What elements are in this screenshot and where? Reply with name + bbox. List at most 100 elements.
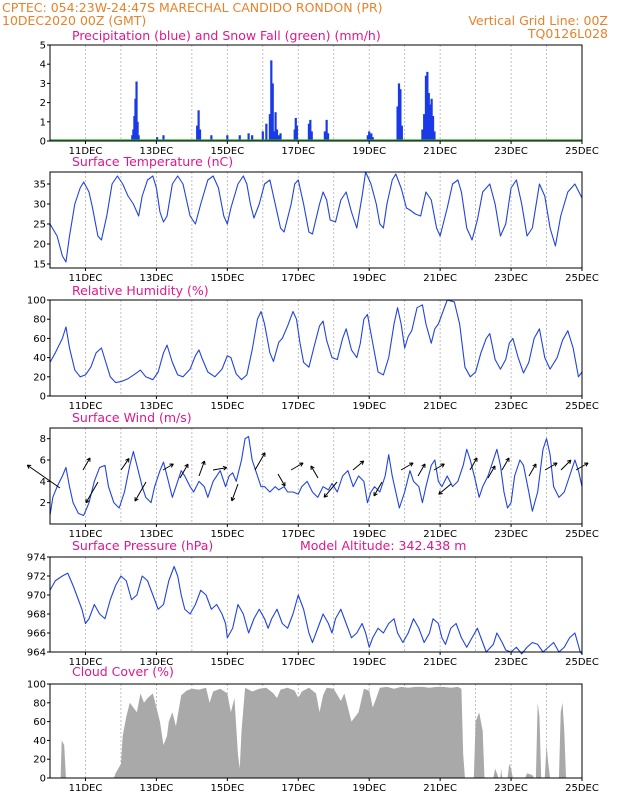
precip-ytick-label: 4 bbox=[40, 60, 46, 71]
cloud-xtick-label: 13DEC bbox=[140, 783, 174, 794]
rh-xtick-label: 23DEC bbox=[494, 401, 528, 412]
wind-direction-arrow bbox=[212, 465, 228, 471]
pres-xtick-label: 19DEC bbox=[352, 657, 386, 668]
pres-ytick-label: 972 bbox=[27, 572, 46, 583]
precip-xtick-label: 17DEC bbox=[281, 146, 315, 157]
pres-xtick-label: 17DEC bbox=[281, 657, 315, 668]
precipitation-bar bbox=[277, 135, 280, 141]
precipitation-bar bbox=[426, 71, 429, 141]
precipitation-bar bbox=[430, 98, 433, 141]
wind-direction-arrow bbox=[417, 463, 426, 477]
precipitation-bar bbox=[295, 125, 298, 141]
pres-xtick-label: 11DEC bbox=[69, 657, 103, 668]
wind-ytick-label: 4 bbox=[40, 477, 46, 488]
rh-ytick-label: 20 bbox=[33, 372, 46, 383]
rh-ytick-label: 40 bbox=[33, 353, 46, 364]
cloud-xtick-label: 11DEC bbox=[69, 783, 103, 794]
cloud-ytick-label: 60 bbox=[33, 717, 46, 728]
wind-direction-arrow bbox=[501, 457, 510, 471]
temp-xtick-label: 13DEC bbox=[140, 273, 174, 284]
wind-direction-arrow bbox=[310, 465, 319, 479]
precip-xtick-label: 25DEC bbox=[565, 146, 599, 157]
precipitation-bar bbox=[279, 133, 282, 141]
precip-ytick-label: 5 bbox=[40, 41, 46, 52]
wind-direction-arrow bbox=[230, 483, 239, 502]
cloud-xtick-label: 15DEC bbox=[210, 783, 244, 794]
precipitation-bar bbox=[137, 135, 140, 141]
rh-xtick-label: 21DEC bbox=[423, 401, 457, 412]
wind-panel: Surface Wind (m/s) 2 4 6 8 11DEC 13DEC 15DEC 17… bbox=[26, 410, 599, 540]
rh-plot-frame bbox=[49, 299, 583, 397]
wind-direction-arrow bbox=[323, 481, 338, 498]
temp-xtick-label: 25DEC bbox=[565, 273, 599, 284]
wind-xtick-label: 19DEC bbox=[352, 529, 386, 540]
wind-direction-arrow bbox=[120, 458, 130, 471]
precipitation-bar bbox=[370, 133, 373, 141]
wind-direction-arrow bbox=[85, 481, 99, 504]
wind-direction-arrow bbox=[544, 462, 558, 471]
temperature-title: Surface Temperature (nC) bbox=[72, 154, 233, 169]
cloud-ytick-label: 20 bbox=[33, 755, 46, 766]
precipitation-bar bbox=[427, 93, 430, 141]
precipitation-bar bbox=[323, 131, 326, 141]
precipitation-bar bbox=[198, 129, 202, 141]
precip-ytick-label: 1 bbox=[40, 117, 46, 128]
precip-xtick-label: 19DEC bbox=[352, 146, 386, 157]
precip-xtick-label: 15DEC bbox=[210, 146, 244, 157]
wind-ytick-label: 8 bbox=[40, 434, 46, 445]
precipitation-bar bbox=[270, 60, 273, 141]
wind-direction-arrow bbox=[373, 481, 383, 497]
cloud-ytick-label: 100 bbox=[27, 680, 46, 691]
wind-direction-arrow bbox=[575, 462, 589, 471]
pres-xtick-label: 15DEC bbox=[210, 657, 244, 668]
precipitation-bar bbox=[136, 121, 139, 141]
rh-xtick-label: 17DEC bbox=[281, 401, 315, 412]
precipitation-bar bbox=[275, 129, 279, 141]
wind-direction-arrow bbox=[179, 463, 189, 479]
precipitation-bar bbox=[273, 131, 276, 141]
precipitation-panel: Precipitation (blue) and Snow Fall (gree… bbox=[40, 28, 599, 157]
wind-plot-frame bbox=[49, 427, 583, 525]
precipitation-bar bbox=[399, 89, 402, 141]
precipitation-bar bbox=[396, 106, 399, 141]
wind-direction-arrow bbox=[560, 459, 572, 471]
temp-xtick-label: 19DEC bbox=[352, 273, 386, 284]
precipitation-bar bbox=[268, 114, 271, 141]
wind-direction-arrow bbox=[26, 464, 61, 489]
model-altitude-note: Model Altitude: 342.438 m bbox=[300, 538, 466, 553]
cloud-plot-frame bbox=[49, 683, 583, 779]
wind-direction-arrow bbox=[433, 463, 445, 471]
temp-xtick-label: 21DEC bbox=[423, 273, 457, 284]
cloud-cover-area bbox=[50, 686, 582, 778]
pres-ytick-label: 970 bbox=[27, 591, 46, 602]
wind-title: Surface Wind (m/s) bbox=[72, 410, 192, 425]
precipitation-bar bbox=[238, 135, 241, 141]
wind-series-line bbox=[49, 435, 583, 517]
cloud-cover-panel: Cloud Cover (%) 0 20 40 60 80 100 11DEC 13DEC 15… bbox=[27, 664, 599, 794]
precip-xtick-label: 11DEC bbox=[69, 146, 103, 157]
precip-plot-frame bbox=[49, 44, 583, 142]
precipitation-bar bbox=[274, 112, 277, 141]
precipitation-bar bbox=[251, 135, 254, 141]
pres-ytick-label: 964 bbox=[27, 648, 46, 659]
temp-xtick-label: 15DEC bbox=[210, 273, 244, 284]
header-line-1: CPTEC: 054:23W-24:47S MARECHAL CANDIDO R… bbox=[2, 0, 383, 15]
precipitation-bar bbox=[135, 81, 138, 141]
temp-ytick-label: 35 bbox=[33, 180, 46, 191]
wind-ytick-label: 6 bbox=[40, 456, 46, 467]
cloud-xtick-label: 19DEC bbox=[352, 783, 386, 794]
rh-xtick-label: 13DEC bbox=[140, 401, 174, 412]
rh-xtick-label: 25DEC bbox=[565, 401, 599, 412]
cloud-cover-title: Cloud Cover (%) bbox=[72, 664, 174, 679]
precipitation-bar bbox=[162, 135, 165, 141]
cloud-xtick-label: 17DEC bbox=[281, 783, 315, 794]
cloud-ytick-label: 80 bbox=[33, 698, 46, 709]
pres-ytick-label: 968 bbox=[27, 610, 46, 621]
temp-ytick-label: 30 bbox=[33, 200, 46, 211]
wind-xtick-label: 13DEC bbox=[140, 529, 174, 540]
header-grid-note: Vertical Grid Line: 00Z bbox=[468, 13, 608, 28]
precipitation-bar bbox=[247, 133, 250, 141]
pres-xtick-label: 23DEC bbox=[494, 657, 528, 668]
rh-ytick-label: 0 bbox=[40, 392, 46, 403]
